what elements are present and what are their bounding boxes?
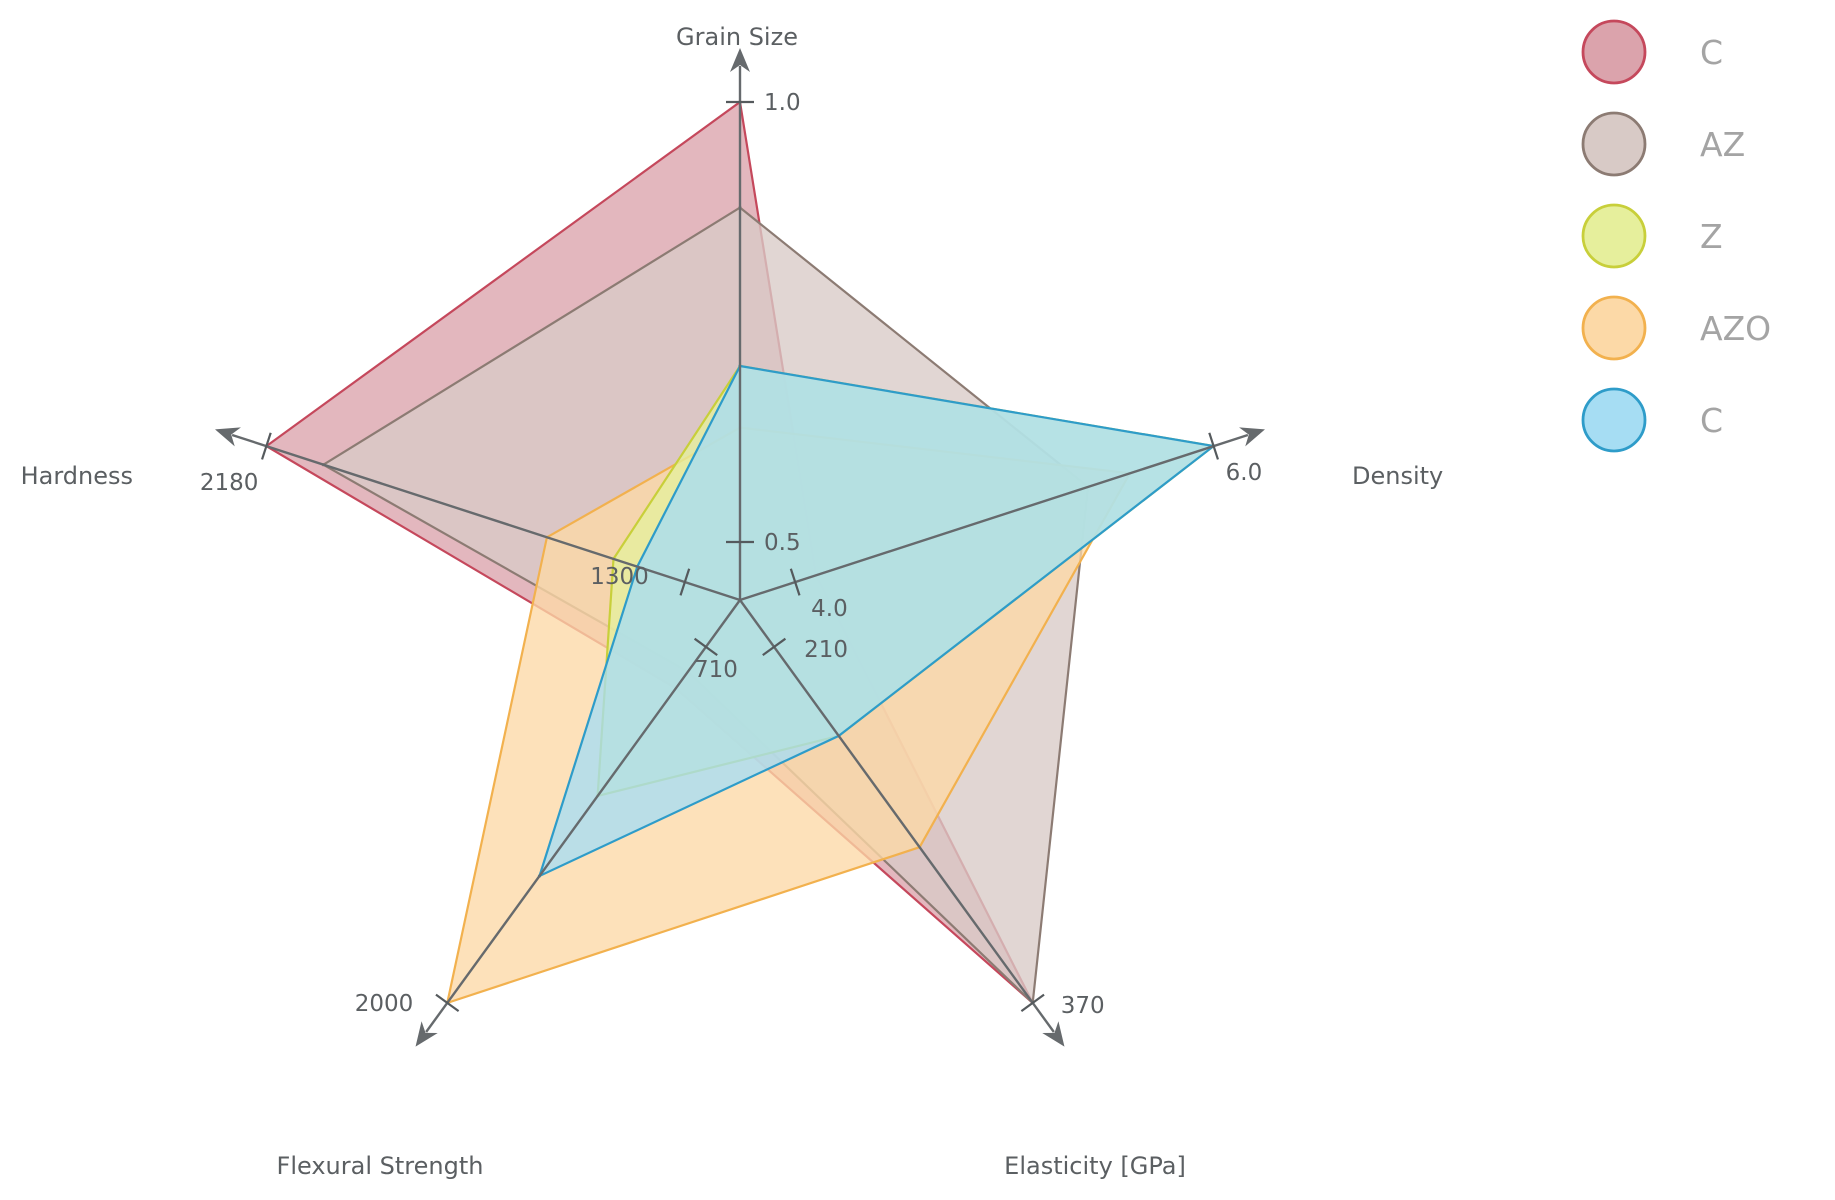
axis-line [231, 433, 741, 602]
tick-mark-outer [1208, 432, 1219, 460]
legend-item-5[interactable]: C [1581, 387, 1723, 453]
tick-label-flexural-strength-min: 710 [694, 657, 738, 683]
labels-layer: 0.5 1.0 Grain Size 4.0 6.0 Density 210 370 Elast… [21, 23, 1444, 1180]
tick-label-hardness-max: 2180 [200, 470, 259, 496]
tick-mark-inner [762, 637, 787, 657]
axis-density [739, 427, 1265, 602]
legend-item-1[interactable]: C [1581, 19, 1723, 85]
tick-label-elasticity-gpa-min: 210 [804, 637, 848, 663]
axis-hardness [215, 427, 741, 602]
axes-layer [215, 48, 1265, 1047]
legend-swatch [1581, 387, 1647, 453]
legend-label: AZO [1700, 309, 1771, 348]
axis-arrowhead [215, 427, 241, 447]
legend-swatch [1581, 19, 1647, 85]
tick-label-hardness-min: 1300 [590, 564, 649, 590]
legend-item-4[interactable]: AZO [1581, 295, 1771, 361]
legend-swatch [1581, 203, 1647, 269]
tick-mark-inner [679, 568, 691, 596]
axis-line [425, 599, 741, 1033]
tick-label-density-max: 6.0 [1226, 460, 1263, 486]
tick-mark-outer [261, 432, 272, 460]
axis-label-grain-size: Grain Size [676, 23, 798, 51]
tick-label-density-min: 4.0 [811, 596, 848, 622]
tick-mark-inner [789, 568, 801, 596]
series-layer [264, 100, 1217, 1006]
tick-mark-outer [1020, 993, 1045, 1013]
axis-label-density: Density [1352, 462, 1443, 490]
axis-line [739, 599, 1055, 1033]
legend-label: C [1700, 33, 1723, 72]
legend-item-2[interactable]: AZ [1581, 111, 1745, 177]
legend-item-3[interactable]: Z [1581, 203, 1723, 269]
axis-arrowhead [1042, 1021, 1065, 1047]
legend-label: AZ [1700, 125, 1745, 164]
axis-arrowhead [1239, 427, 1265, 447]
axis-arrowhead [730, 48, 750, 72]
axis-label-hardness: Hardness [21, 462, 133, 490]
legend-label: Z [1700, 217, 1723, 256]
legend-swatch [1581, 295, 1647, 361]
tick-label-flexural-strength-max: 2000 [355, 991, 414, 1017]
legend: C AZ Z AZO C [1581, 19, 1771, 453]
axis-flexural-strength [415, 599, 741, 1047]
axis-label-flexural-strength: Flexural Strength [277, 1152, 484, 1180]
axis-grain-size [726, 48, 754, 600]
tick-label-grain-size-min: 0.5 [764, 530, 801, 556]
tick-label-elasticity-gpa-max: 370 [1061, 993, 1105, 1019]
tick-label-grain-size-max: 1.0 [764, 90, 801, 116]
legend-swatch [1581, 111, 1647, 177]
tick-mark-inner [693, 637, 718, 657]
axis-line [739, 433, 1249, 602]
legend-label: C [1700, 401, 1723, 440]
tick-mark-outer [435, 993, 460, 1013]
axis-label-elasticity-gpa: Elasticity [GPa] [1004, 1152, 1186, 1180]
axis-elasticity-gpa [739, 599, 1065, 1047]
series-area [537, 364, 1217, 879]
axis-arrowhead [415, 1021, 438, 1047]
